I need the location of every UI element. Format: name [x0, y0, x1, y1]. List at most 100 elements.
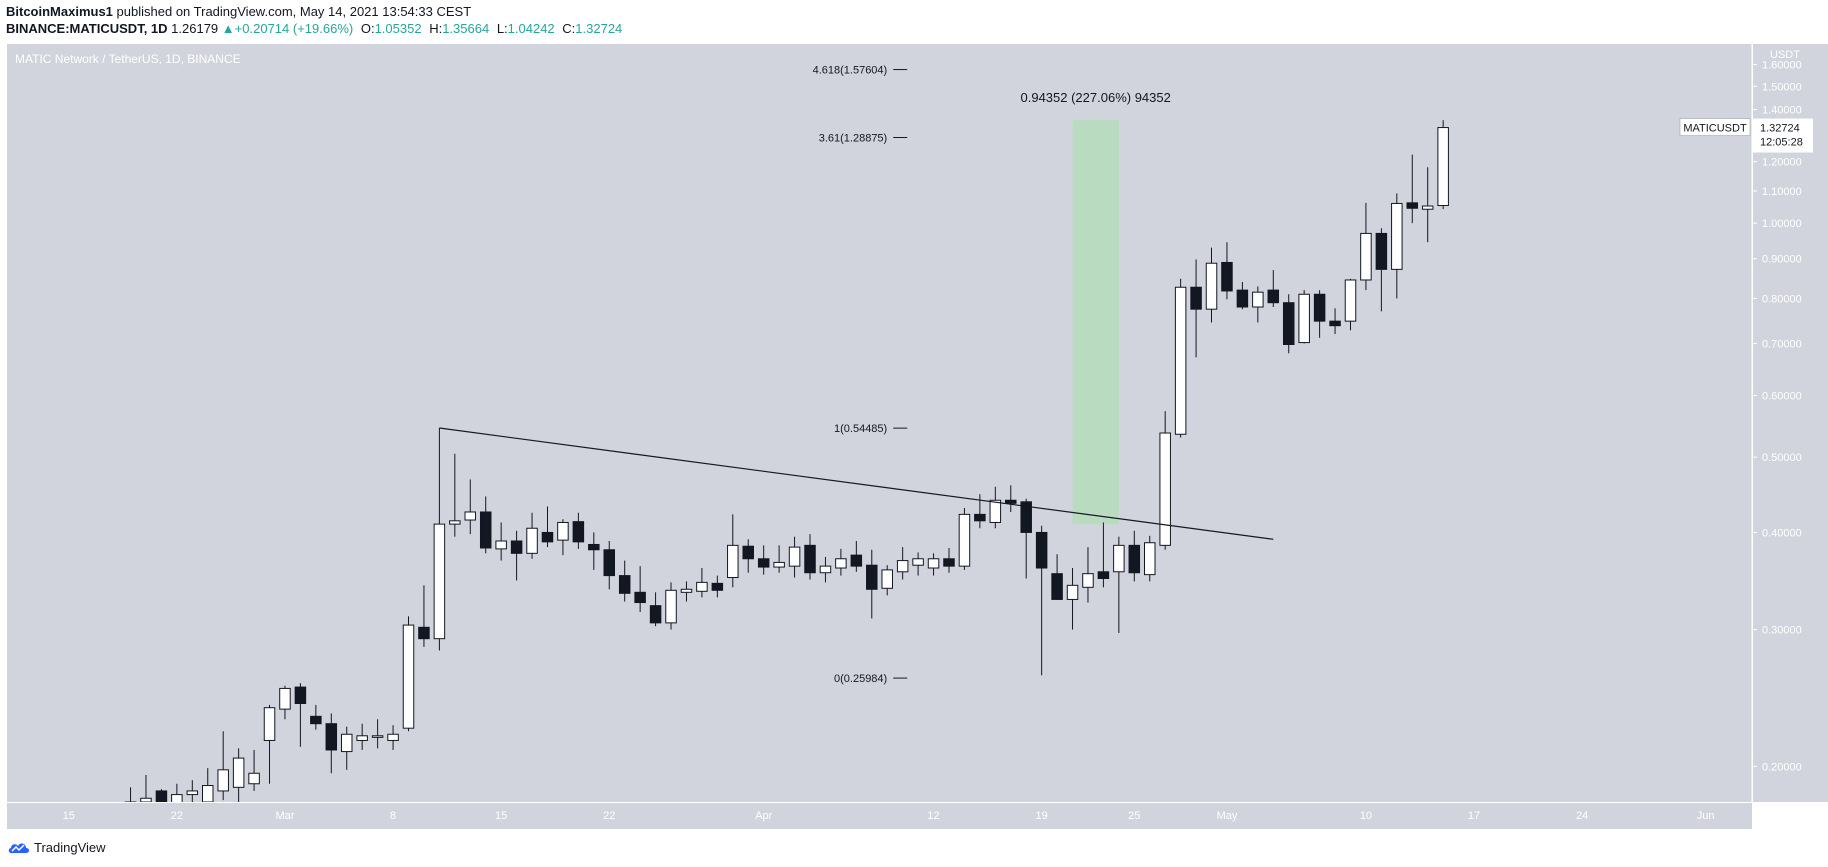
- time-tick-label: Jun: [1697, 810, 1715, 822]
- price-tick-label: 0.80000: [1762, 293, 1802, 305]
- high-value: 1.35664: [442, 21, 490, 36]
- candle-body: [974, 513, 986, 522]
- candle-body: [1267, 289, 1280, 304]
- time-tick-label: 15: [495, 810, 507, 822]
- chart-pane[interactable]: [7, 44, 1752, 802]
- symbol-ohlc-line: BINANCE:MATICUSDT, 1D 1.26179 ▲+0.20714 …: [6, 21, 622, 36]
- tradingview-logo[interactable]: TradingView: [8, 840, 106, 855]
- time-tick-label: 24: [1576, 810, 1588, 822]
- price-tick-label: 1.50000: [1762, 81, 1802, 93]
- candle-body: [943, 558, 955, 567]
- time-tick-label: Apr: [755, 810, 772, 822]
- candle-body: [248, 772, 260, 785]
- candle-body: [232, 757, 245, 788]
- price-tick-label: 1.40000: [1762, 105, 1802, 117]
- candle-body: [1329, 320, 1341, 327]
- candle-body: [1005, 499, 1017, 504]
- candle-body: [449, 520, 461, 525]
- last-price: 1.26179: [171, 21, 219, 36]
- candle-body: [1375, 232, 1388, 270]
- price-tick-label: 0.20000: [1762, 761, 1802, 773]
- candle-body: [1221, 261, 1233, 292]
- candle-body: [696, 581, 708, 592]
- time-axis[interactable]: [7, 802, 1752, 829]
- candle-body: [881, 569, 893, 589]
- candle-body: [1391, 202, 1403, 270]
- price-tick-label: 1.20000: [1762, 157, 1802, 169]
- countdown-text: 12:05:28: [1760, 137, 1803, 149]
- low-value: 1.04242: [507, 21, 555, 36]
- time-tick-label: 10: [1360, 810, 1372, 822]
- candle-body: [387, 733, 399, 741]
- fib-level-label: 1(0.54485): [834, 423, 887, 435]
- candle-body: [1097, 571, 1110, 579]
- candle-body: [557, 521, 569, 541]
- candle-body: [618, 575, 631, 594]
- candle-body: [1035, 531, 1048, 569]
- price-tick-label: 0.60000: [1762, 391, 1802, 403]
- candle-body: [989, 499, 1002, 523]
- candle-body: [912, 558, 924, 566]
- candle-body: [1205, 262, 1218, 310]
- candle-body: [433, 523, 446, 640]
- time-tick-label: 12: [927, 810, 939, 822]
- candle-body: [1437, 127, 1449, 207]
- open-value: 1.05352: [374, 21, 422, 36]
- candle-body: [371, 735, 384, 738]
- candle-body: [1252, 291, 1264, 308]
- candle-body: [649, 605, 662, 624]
- price-axis[interactable]: [1752, 44, 1828, 802]
- candle-body: [634, 591, 646, 604]
- close-label: C:: [562, 21, 576, 36]
- publish-info: BitcoinMaximus1 published on TradingView…: [6, 4, 471, 19]
- candle-body: [1360, 232, 1372, 281]
- candle-body: [850, 554, 863, 567]
- author-name[interactable]: BitcoinMaximus1: [6, 4, 113, 19]
- candle-body: [819, 565, 832, 574]
- candle-body: [510, 540, 523, 554]
- candle-body: [1051, 573, 1063, 600]
- price-value-text: 1.32724: [1760, 123, 1800, 135]
- symbol-interval: BINANCE:MATICUSDT, 1D: [6, 21, 168, 36]
- candle-body: [866, 564, 878, 590]
- candle-body: [603, 549, 616, 577]
- candle-body: [202, 785, 214, 802]
- candle-body: [310, 715, 322, 725]
- time-tick-label: 22: [603, 810, 615, 822]
- up-arrow-icon: ▲: [221, 21, 235, 36]
- candle-body: [958, 513, 971, 567]
- time-tick-label: May: [1217, 810, 1238, 822]
- candle-body: [1313, 293, 1326, 322]
- cloud-icon: [8, 843, 29, 853]
- candle-body: [1020, 501, 1032, 533]
- candle-body: [340, 733, 353, 753]
- candle-body: [171, 794, 183, 802]
- published-text: published on TradingView.com, May 14, 20…: [116, 4, 472, 19]
- candle-body: [711, 582, 724, 591]
- price-tick-label: 0.90000: [1762, 254, 1802, 266]
- plot-layer: [124, 69, 1449, 802]
- time-tick-label: 8: [390, 810, 396, 822]
- candle-body: [1421, 205, 1434, 210]
- fib-level-label: 3.61(1.28875): [819, 132, 888, 144]
- brand-name: TradingView: [34, 840, 106, 855]
- candle-body: [1143, 542, 1156, 576]
- candle-body: [155, 790, 168, 802]
- price-tick-label: 0.30000: [1762, 625, 1802, 637]
- candle-body: [294, 686, 307, 704]
- price-tick-label: 1.60000: [1762, 59, 1802, 71]
- candle-body: [464, 511, 477, 521]
- measure-box: [1072, 120, 1119, 525]
- close-value: 1.32724: [575, 21, 623, 36]
- fib-level-label: 4.618(1.57604): [813, 65, 888, 77]
- candle-body: [572, 521, 585, 543]
- high-label: H:: [429, 21, 443, 36]
- trendline: [439, 427, 1274, 540]
- candle-body: [356, 735, 368, 741]
- time-tick-label: 19: [1036, 810, 1048, 822]
- candle-body: [1174, 286, 1187, 435]
- candle-body: [588, 543, 600, 551]
- open-label: O:: [360, 21, 375, 36]
- candle-body: [1236, 289, 1249, 308]
